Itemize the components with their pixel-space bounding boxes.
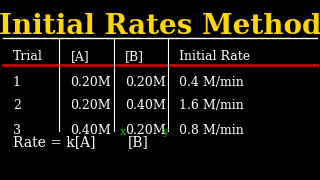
Text: Initial Rate: Initial Rate bbox=[179, 50, 250, 63]
Text: 1.6 M/min: 1.6 M/min bbox=[179, 99, 244, 112]
Text: 1: 1 bbox=[13, 76, 21, 89]
Text: 0.4 M/min: 0.4 M/min bbox=[179, 76, 244, 89]
Text: x: x bbox=[120, 127, 126, 137]
Text: Rate = k[A]: Rate = k[A] bbox=[13, 135, 95, 149]
Text: 0.40M: 0.40M bbox=[125, 99, 165, 112]
Text: Trial: Trial bbox=[13, 50, 43, 63]
Text: 0.40M: 0.40M bbox=[70, 124, 111, 137]
Text: 0.20M: 0.20M bbox=[70, 99, 111, 112]
Text: y: y bbox=[162, 127, 168, 137]
Text: [A]: [A] bbox=[70, 50, 89, 63]
Text: Initial Rates Method: Initial Rates Method bbox=[0, 13, 320, 40]
Text: 0.20M: 0.20M bbox=[125, 124, 165, 137]
Text: 0.8 M/min: 0.8 M/min bbox=[179, 124, 244, 137]
Text: [B]: [B] bbox=[128, 135, 149, 149]
Text: [B]: [B] bbox=[125, 50, 144, 63]
Text: 2: 2 bbox=[13, 99, 21, 112]
Text: 3: 3 bbox=[13, 124, 21, 137]
Text: 0.20M: 0.20M bbox=[125, 76, 165, 89]
Text: 0.20M: 0.20M bbox=[70, 76, 111, 89]
